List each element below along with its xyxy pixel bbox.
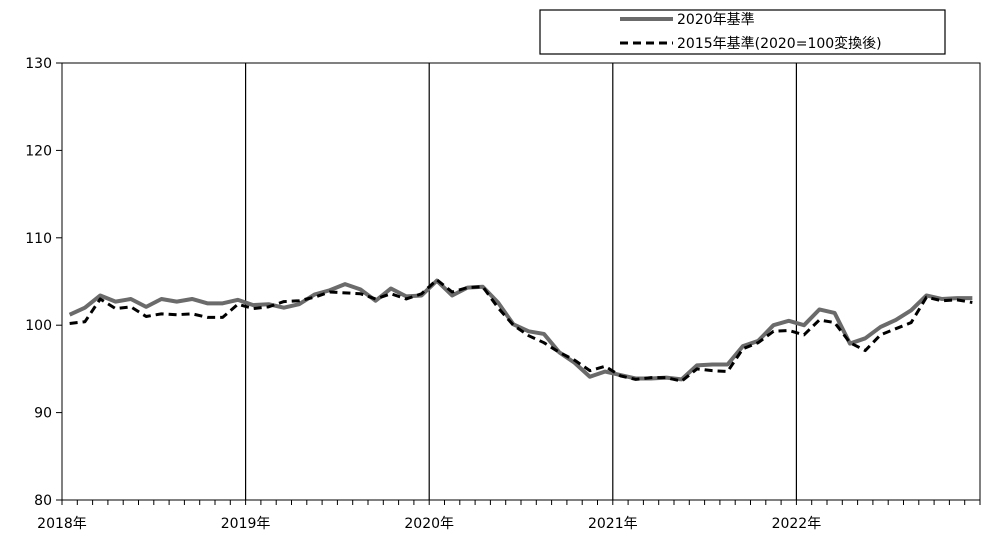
legend-box: [539, 9, 946, 55]
x-tick-label-5: 2022年: [772, 516, 822, 532]
y-tick-label-90: 90: [34, 406, 52, 422]
y-tick-label-120: 120: [25, 143, 52, 159]
x-tick-label-3: 2020年: [404, 516, 454, 532]
x-tick-label-1: 2018年: [37, 516, 87, 532]
legend-label-series-2: 2015年基準(2020=100変換後): [677, 35, 882, 52]
x-tick-label-2: 2019年: [221, 516, 271, 532]
plot-frame: [61, 62, 981, 501]
series-line-2: [69, 278, 973, 383]
legend-label-series-1: 2020年基準: [677, 11, 755, 28]
legend: 2020年基準 2015年基準(2020=100変換後): [539, 9, 946, 55]
y-tick-label-80: 80: [34, 493, 52, 509]
y-tick-label-100: 100: [25, 318, 52, 334]
plot-area: 80 90 100 110 120 130 2018年 2019年 2020年 2021年 2022…: [25, 56, 981, 532]
y-tick-label-130: 130: [25, 56, 52, 72]
series-line-1: [68, 278, 973, 382]
x-tick-label-4: 2021年: [588, 516, 638, 532]
y-tick-label-110: 110: [25, 231, 52, 247]
